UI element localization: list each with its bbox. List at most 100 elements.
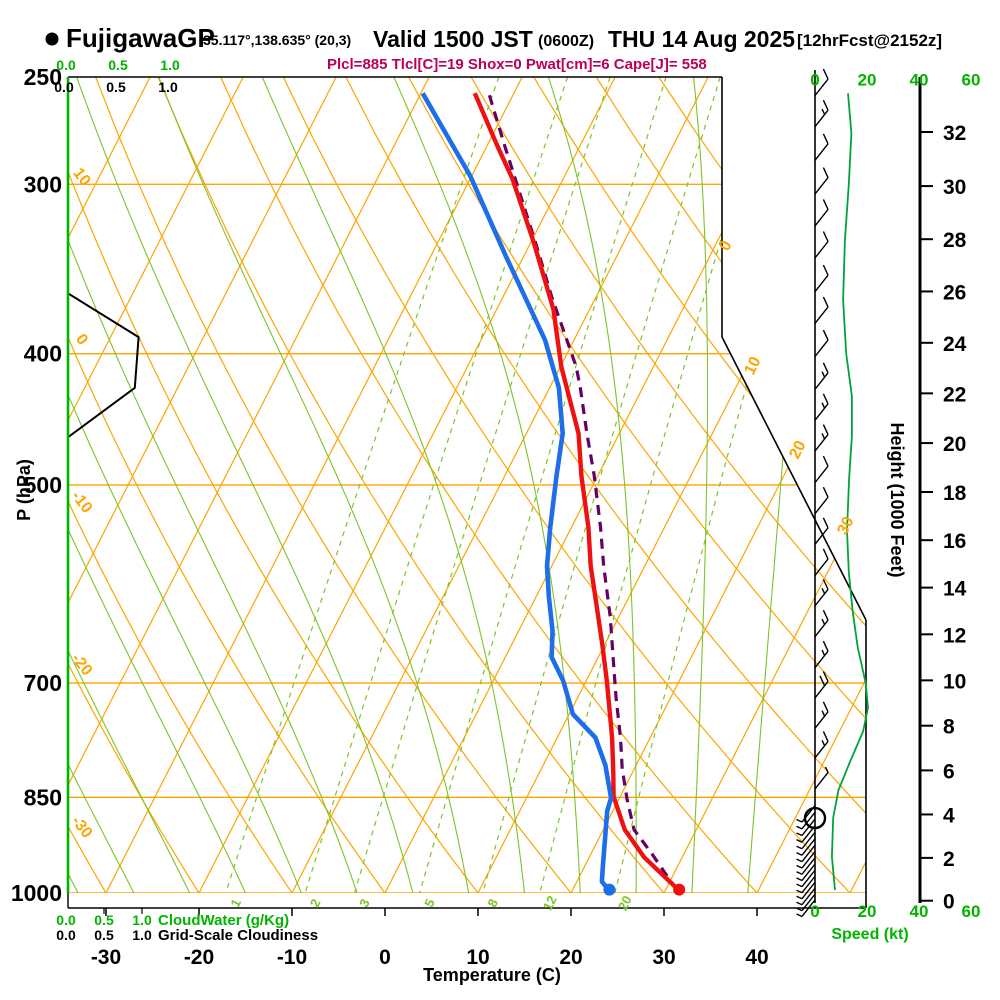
pressure-tick-label: 500	[24, 472, 62, 498]
cloudwater-label: CloudWater (g/Kg)	[158, 912, 289, 929]
wind-barb-tick	[822, 68, 829, 80]
mixing-ratio-line	[304, 77, 569, 893]
wind-barb-halftick	[821, 402, 826, 409]
wind-barb	[814, 109, 829, 128]
mixing-ratio-line	[539, 77, 770, 893]
cloudiness-scale-bottom: 0.0	[56, 927, 76, 943]
wind-barb-tick	[822, 609, 829, 621]
height-tick-label: 14	[943, 578, 967, 601]
curves-clipped	[420, 92, 681, 893]
valid-time: Valid 1500 JST	[373, 26, 533, 52]
wind-barb-halftick	[796, 877, 803, 882]
wind-barb	[801, 818, 816, 836]
dewpoint-curve	[420, 92, 614, 893]
dry-adiabat-line	[533, 77, 866, 893]
wind-barb-halftick	[796, 825, 803, 830]
height-tick-label: 16	[943, 530, 966, 553]
height-tick-label: 24	[943, 333, 967, 356]
wind-barb-halftick	[796, 818, 803, 823]
dry-adiabat-line	[345, 77, 866, 893]
wind-barb	[814, 496, 829, 515]
temp-tick-label: 0	[379, 946, 391, 969]
moist-adiabat-line	[261, 77, 526, 893]
cloudiness-scale-top: 1.0	[158, 79, 178, 95]
height-tick-label: 20	[943, 433, 966, 456]
isotherm-line	[198, 77, 616, 893]
wind-barb	[801, 857, 816, 875]
forecast-tag: [12hrFcst@2152z]	[797, 31, 942, 50]
valid-zulu: (0600Z)	[538, 33, 594, 50]
wind-barb	[801, 881, 816, 900]
temperature-axis-title: Temperature (C)	[423, 965, 561, 985]
speed-scale-label: 60	[962, 71, 981, 90]
wind-barb	[814, 650, 829, 669]
wind-barb-tick	[822, 231, 829, 242]
wind-barb	[801, 838, 816, 856]
speed-scale-label: 0	[810, 71, 819, 90]
isotherm-line	[68, 77, 430, 893]
moist-adiabat-line	[68, 77, 135, 893]
wind-barb-halftick	[796, 839, 803, 843]
isotherm-line	[105, 77, 523, 893]
dry-adiabat-line	[470, 77, 866, 893]
lcl-circle	[803, 806, 827, 830]
wind-barb	[814, 143, 829, 161]
wind-barb	[801, 851, 816, 869]
wind-barb	[814, 681, 829, 699]
wind-barb	[814, 306, 829, 324]
height-tick-label: 12	[943, 624, 966, 647]
dry-adiabat-label: 0	[72, 331, 91, 349]
dry-adiabat-line	[68, 77, 200, 893]
wind-barb-halftick	[796, 871, 803, 875]
wind-barb-tick	[822, 362, 829, 374]
moist-adiabat-line	[547, 77, 637, 893]
cloudiness-label: Grid-Scale Cloudiness	[158, 927, 318, 944]
pressure-tick-label: 700	[24, 670, 62, 696]
isotherm-line	[291, 77, 709, 893]
cloudwater-scale-top: 1.0	[160, 57, 180, 73]
station-name: FujigawaGP	[66, 23, 215, 53]
wind-barb	[801, 893, 816, 912]
speed-scale-label: 0	[810, 902, 819, 921]
skewt-grid	[68, 77, 866, 893]
wind-barb-tick	[822, 517, 829, 529]
isotherm-line	[756, 77, 866, 893]
wind-barb-halftick	[796, 889, 803, 894]
height-tick-label: 8	[943, 716, 955, 739]
height-tick-label: 18	[943, 482, 967, 505]
dry-adiabat-line	[157, 77, 665, 893]
wind-barb	[814, 711, 829, 729]
wind-barb-tick	[822, 548, 829, 560]
height-axis-title: Height (1000 Feet)	[887, 422, 907, 577]
moist-adiabat-line	[68, 77, 302, 893]
wind-barb-tick	[819, 675, 826, 687]
height-tick-label: 28	[943, 229, 967, 252]
dry-adiabat-label: -20	[68, 650, 96, 679]
wind-barb-halftick	[821, 587, 826, 595]
wind-barb-halftick	[821, 649, 826, 656]
isotherm-label: 10	[741, 354, 764, 378]
speed-axis-title: Speed (kt)	[831, 926, 908, 943]
cloudwater-scale-top: 0.0	[56, 57, 76, 73]
wind-barb	[801, 811, 816, 830]
wind-barb	[814, 372, 829, 390]
mixing-ratio-line	[614, 77, 834, 893]
temp-tick-label: -10	[277, 946, 307, 969]
wind-barb-tick	[822, 296, 829, 308]
moist-adiabat-line	[158, 77, 470, 893]
wind-barb-halftick	[824, 766, 829, 773]
wind-barb	[814, 434, 829, 452]
wind-barb-tick	[822, 393, 829, 405]
height-tick-label: 30	[943, 176, 966, 199]
dry-adiabat-label: -30	[68, 813, 96, 842]
wind-barb	[814, 558, 829, 576]
frame-right-diagonal	[721, 336, 867, 621]
wind-barb	[814, 177, 829, 195]
wind-barb-tick	[822, 486, 829, 498]
wind-barb-halftick	[821, 740, 826, 747]
wind-barb-tick	[822, 329, 829, 341]
pressure-tick-label: 1000	[11, 880, 62, 906]
wind-barb	[814, 619, 829, 638]
